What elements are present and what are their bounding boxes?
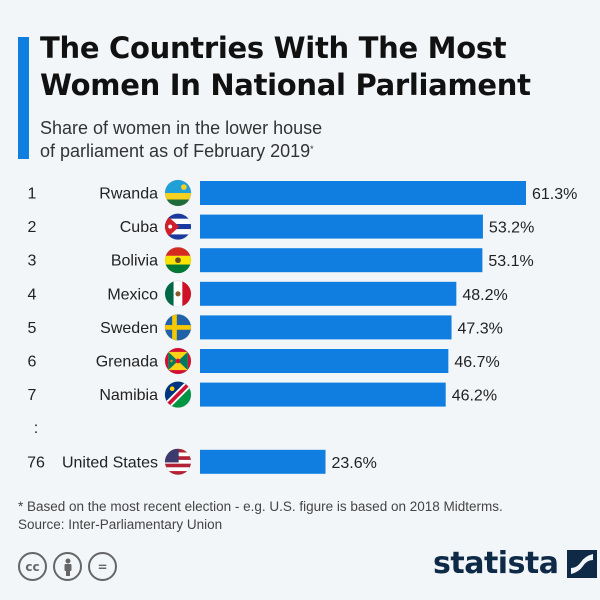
grenada-flag-icon: [164, 347, 192, 375]
country-label: Bolivia: [111, 253, 158, 270]
chart-row: 76 United States 23.6%: [27, 448, 377, 476]
country-label: Sweden: [100, 320, 158, 337]
mexico-flag-icon: [164, 280, 192, 308]
usa-flag-icon: [164, 448, 192, 476]
statista-logo[interactable]: statista: [433, 546, 597, 581]
brand-name: statista: [433, 546, 559, 581]
rank-label: 1: [28, 186, 37, 203]
rank-label: 76: [27, 454, 45, 471]
value-label: 46.2%: [452, 388, 497, 405]
bar-chart: 1 Rwanda 61.3% 2 Cuba 53.2% 3 Bolivia 53.1% 4 Mexi…: [27, 179, 577, 476]
rank-label: 5: [28, 320, 37, 337]
no-derivatives-icon[interactable]: =: [88, 552, 117, 581]
value-label: 23.6%: [332, 455, 377, 472]
chart-row: 7 Namibia 46.2%: [28, 381, 497, 409]
title-accent-bar: [18, 37, 29, 159]
value-label: 46.7%: [454, 354, 499, 371]
rwanda-flag-icon: [164, 179, 192, 207]
sweden-flag-icon: [164, 313, 192, 341]
country-label: Namibia: [99, 387, 158, 404]
rank-label: 7: [28, 387, 37, 404]
subtitle-line-1: Share of women in the lower house: [40, 118, 323, 138]
footnote-text: * Based on the most recent election - e.…: [18, 499, 503, 514]
gap-marker: :: [34, 420, 38, 437]
title-line-1: The Countries With The Most: [40, 31, 507, 65]
country-label: Rwanda: [99, 186, 158, 203]
source-text: Source: Inter-Parliamentary Union: [18, 517, 223, 532]
subtitle-footnote-mark: *: [310, 144, 314, 154]
value-label: 53.1%: [488, 253, 533, 270]
value-label: 61.3%: [532, 186, 577, 203]
value-label: 47.3%: [458, 320, 503, 337]
chart-title: The Countries With The Most Women In Nat…: [40, 30, 600, 104]
bolivia-flag-icon: [164, 246, 192, 274]
rank-label: 3: [28, 253, 37, 270]
chart-row: 4 Mexico 48.2%: [28, 280, 508, 308]
chart-row: 1 Rwanda 61.3%: [28, 179, 577, 207]
chart-row: 6 Grenada 46.7%: [28, 347, 500, 375]
rank-label: 6: [28, 354, 37, 371]
chart-row: 2 Cuba 53.2%: [28, 213, 534, 240]
chart-subtitle: Share of women in the lower house of par…: [40, 117, 322, 163]
attribution-icon[interactable]: [53, 552, 82, 581]
license-icons: cc =: [18, 552, 117, 581]
country-label: Mexico: [107, 286, 158, 303]
cuba-flag-icon: [164, 213, 192, 240]
country-label: Cuba: [120, 219, 158, 236]
bar: [200, 281, 457, 306]
bar: [200, 214, 483, 239]
statista-logo-mark-icon: [566, 549, 597, 578]
country-label: Grenada: [96, 354, 158, 371]
rank-label: 4: [28, 286, 37, 303]
bar: [200, 349, 449, 373]
namibia-flag-icon: [164, 381, 192, 409]
bar: [200, 449, 326, 474]
bar: [200, 315, 452, 340]
value-label: 53.2%: [489, 220, 534, 237]
value-label: 48.2%: [462, 287, 507, 304]
footnote: * Based on the most recent election - e.…: [18, 498, 503, 534]
bar: [200, 181, 526, 205]
chart-row: 5 Sweden 47.3%: [28, 313, 503, 341]
country-label: United States: [62, 454, 158, 471]
bar: [200, 382, 446, 407]
cc-icon[interactable]: cc: [18, 552, 47, 581]
person-icon: [64, 558, 71, 576]
chart-row: 3 Bolivia 53.1%: [28, 246, 534, 274]
bar: [200, 248, 483, 273]
rank-label: 2: [28, 219, 37, 236]
subtitle-line-2: of parliament as of February 2019: [40, 141, 311, 161]
title-line-2: Women In National Parliament: [40, 68, 531, 102]
